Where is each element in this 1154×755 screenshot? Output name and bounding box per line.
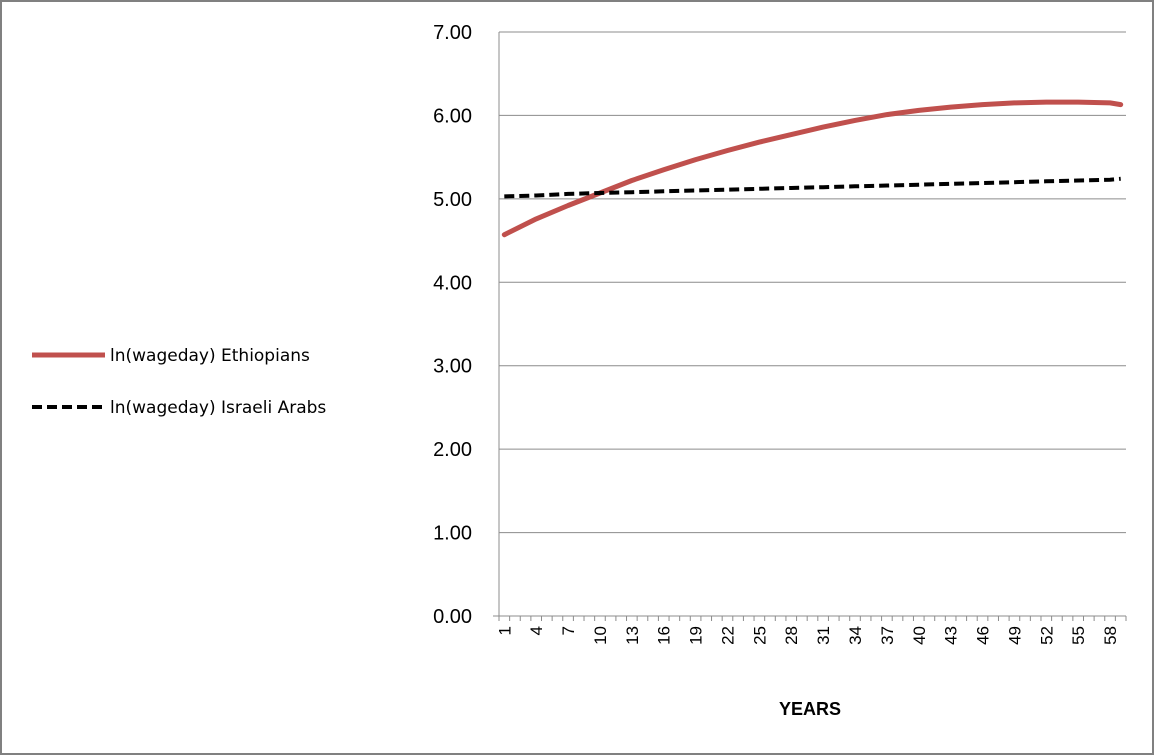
- x-tick-label: 58: [1101, 626, 1120, 645]
- x-tick-label: 1: [495, 626, 514, 635]
- y-tick-label: 1.00: [433, 523, 472, 545]
- y-tick-label: 6.00: [433, 105, 472, 127]
- x-tick-label: 28: [782, 626, 801, 645]
- x-tick-label: 22: [718, 626, 737, 645]
- x-axis-title: YEARS: [779, 699, 841, 719]
- legend-label-israeli-arabs: ln(wageday) Israeli Arabs: [110, 398, 326, 418]
- x-tick-label: 34: [846, 626, 865, 645]
- y-tick-label: 4.00: [433, 272, 472, 294]
- x-tick-label: 52: [1037, 626, 1056, 645]
- gridlines: [499, 31, 1126, 534]
- legend: ln(wageday) Ethiopians ln(wageday) Israe…: [32, 346, 326, 418]
- x-tick-label: 25: [750, 626, 769, 645]
- x-tick-labels: 1 4 7 10 13 16 19 22 25 28 31 34 37 40 43 46 49 52 55 58: [495, 626, 1120, 645]
- x-tick-label: 31: [814, 626, 833, 645]
- axes: [493, 32, 1127, 621]
- x-tick-label: 4: [527, 626, 546, 635]
- series-line-ethiopians: [501, 99, 1124, 238]
- x-tick-label: 13: [623, 626, 642, 645]
- y-tick-label: 3.00: [433, 356, 472, 378]
- legend-label-ethiopians: ln(wageday) Ethiopians: [110, 346, 310, 366]
- x-tick-label: 55: [1069, 626, 1088, 645]
- x-tick-label: 7: [559, 626, 578, 635]
- series-lines: [501, 99, 1124, 238]
- x-tick-label: 19: [687, 626, 706, 645]
- y-tick-label: 2.00: [433, 439, 472, 461]
- x-tick-label: 37: [878, 626, 897, 645]
- series-line-israeli-arabs: [504, 176, 1121, 199]
- y-tick-label: 5.00: [433, 189, 472, 211]
- x-tick-label: 40: [910, 626, 929, 645]
- x-tick-label: 46: [974, 626, 993, 645]
- x-tick-label: 49: [1005, 626, 1024, 645]
- x-tick-label: 43: [942, 626, 961, 645]
- y-tick-label: 7.00: [433, 22, 472, 44]
- y-tick-label: 0.00: [433, 606, 472, 628]
- y-tick-labels: 0.00 1.00 2.00 3.00 4.00 5.00 6.00 7.00: [433, 22, 472, 628]
- x-tick-label: 16: [655, 626, 674, 645]
- x-tick-label: 10: [591, 626, 610, 645]
